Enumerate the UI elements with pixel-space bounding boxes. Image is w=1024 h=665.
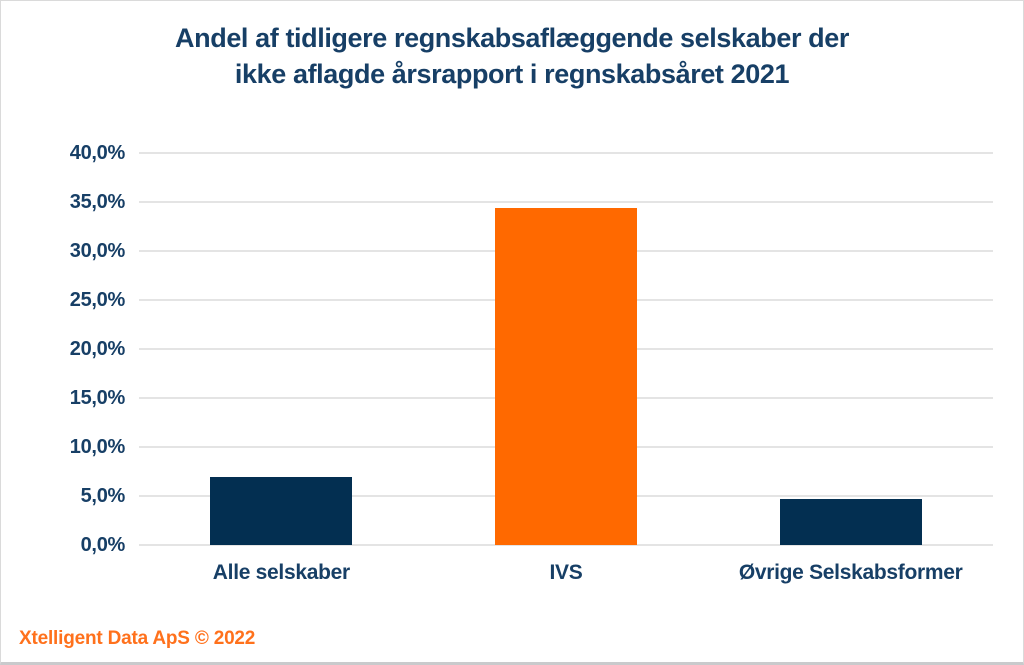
bar-ivs <box>494 207 638 545</box>
y-axis-tick-label: 30,0% <box>69 240 126 262</box>
y-axis-tick-label: 40,0% <box>69 142 126 164</box>
y-axis-tick-label: 35,0% <box>69 191 126 213</box>
gridline <box>139 152 993 154</box>
footer-credit: Xtelligent Data ApS © 2022 <box>19 628 256 649</box>
gridline <box>139 544 993 546</box>
y-axis-tick-label: 10,0% <box>69 436 126 458</box>
y-axis-tick-label: 15,0% <box>69 387 126 409</box>
chart-title: Andel af tidligere regnskabsaflæggende s… <box>175 23 849 89</box>
bar--vrige-selskabsformer <box>779 498 922 545</box>
plot-area: 0,0% 5,0% 10,0% 15,0% 20,0% 25,0% 30,0% 35,0% 40… <box>70 142 993 584</box>
y-axis-tick-label: 25,0% <box>69 289 126 311</box>
x-axis-category-label: Alle selskaber <box>212 561 350 584</box>
x-axis-category-label: IVS <box>549 561 583 584</box>
gridline <box>139 201 993 203</box>
x-axis-category-label: Øvrige Selskabsformer <box>738 561 963 584</box>
y-axis-tick-label: 20,0% <box>69 338 126 360</box>
y-axis-tick-label: 5,0% <box>80 485 126 507</box>
bar-alle-selskaber <box>210 477 353 545</box>
y-axis-tick-label: 0,0% <box>80 534 126 556</box>
